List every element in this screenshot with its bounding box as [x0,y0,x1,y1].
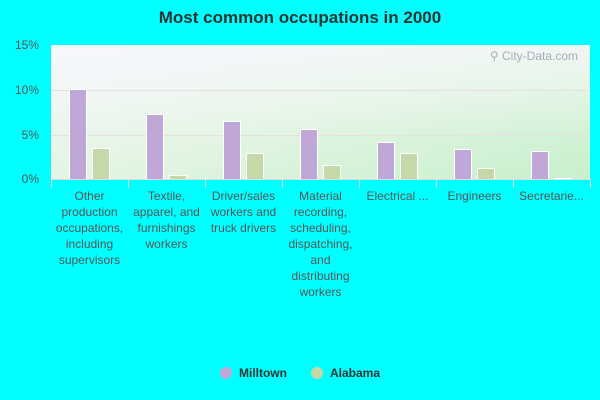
bar-milltown[interactable] [377,142,395,179]
x-tick-label: Secretarie... [519,189,584,203]
ytick-15: 15% [14,38,39,52]
bar-milltown[interactable] [223,121,241,179]
legend-label: Alabama [329,366,381,380]
axis-tick [51,179,52,188]
gridline-5 [51,135,590,136]
legend-item-alabama[interactable]: Alabama [310,366,381,380]
axis-tick [282,179,283,188]
bar-alabama[interactable] [246,153,264,179]
axis-tick [590,179,591,188]
bar-alabama[interactable] [477,168,495,179]
legend-item-milltown[interactable]: Milltown [219,366,287,380]
x-tick-label: Textile, apparel, and furnishings worker… [133,189,200,251]
x-tick-label: Engineers [447,189,502,203]
bar-alabama[interactable] [554,178,572,179]
bar-alabama[interactable] [323,165,341,179]
plot-area: ⚲ City-Data.com [51,45,590,179]
legend: Milltown Alabama [0,366,600,380]
x-tick-label: Other production occupations, including … [55,189,124,267]
x-tick-label: Material recording, scheduling, dispatch… [288,189,353,299]
legend-dot-icon [219,367,232,379]
ytick-0: 0% [21,172,39,186]
bar-milltown[interactable] [531,151,549,179]
ytick-5: 5% [21,128,39,142]
x-tick-label: Driver/sales workers and truck drivers [210,189,277,235]
bar-milltown[interactable] [454,149,472,179]
axis-tick [513,179,514,188]
axis-tick [205,179,206,188]
chart-title: Most common occupations in 2000 [158,8,442,27]
bar-alabama[interactable] [92,148,110,179]
x-axis [51,179,590,180]
legend-dot-icon [310,367,323,379]
watermark: ⚲ City-Data.com [489,49,578,63]
axis-tick [359,179,360,188]
magnifier-chart-icon: ⚲ [489,49,499,63]
bar-alabama[interactable] [169,175,187,179]
bar-alabama[interactable] [400,153,418,179]
bar-milltown[interactable] [69,89,87,179]
legend-label: Milltown [238,366,287,380]
bar-milltown[interactable] [146,114,164,179]
x-tick-label: Electrical ... [366,189,429,203]
gridline-10 [51,90,590,91]
axis-tick [128,179,129,188]
axis-tick [436,179,437,188]
bar-milltown[interactable] [300,129,318,179]
ytick-10: 10% [14,83,39,97]
